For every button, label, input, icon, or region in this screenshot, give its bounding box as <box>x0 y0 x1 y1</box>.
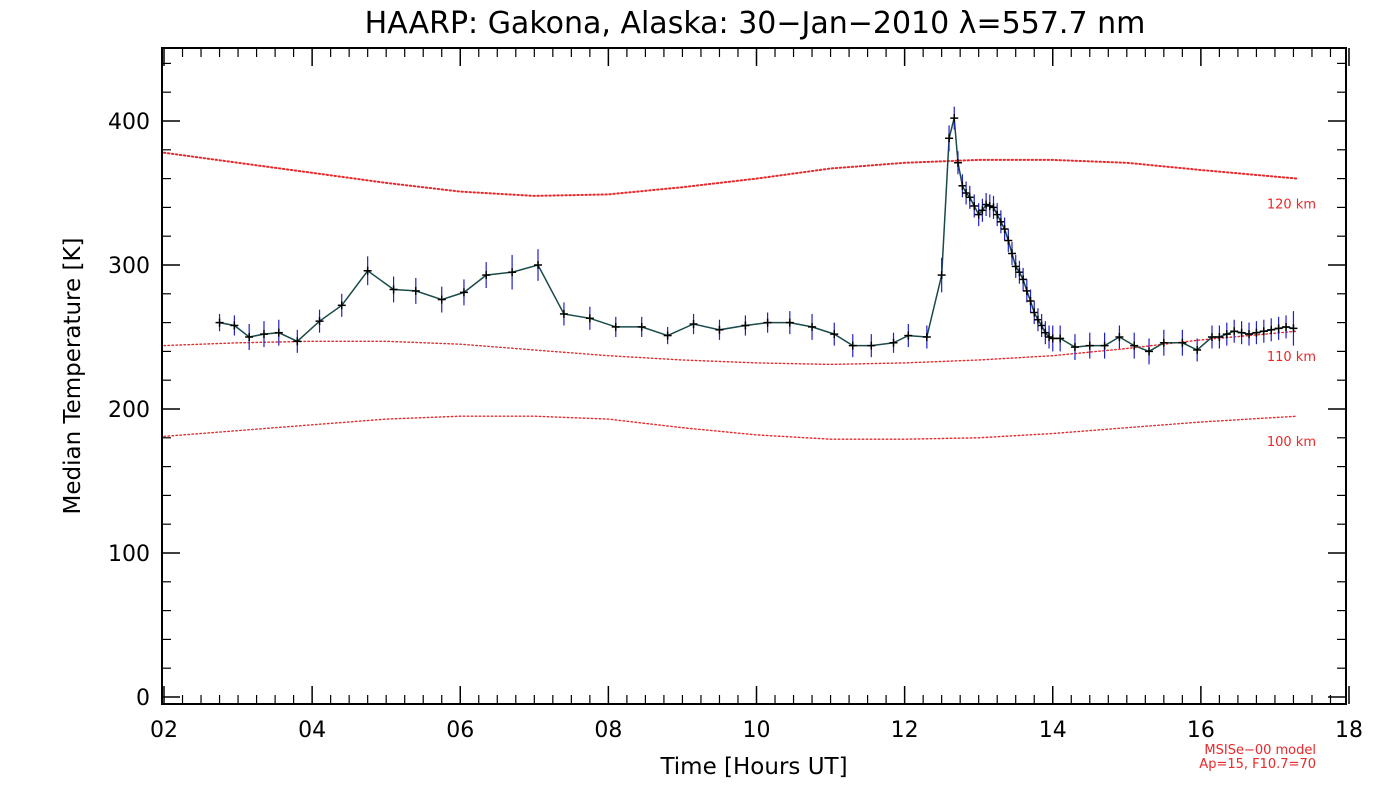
plot-frame <box>161 47 1347 705</box>
measured-line <box>219 117 1294 353</box>
model-curve-110-km <box>163 330 1298 366</box>
model-curve-label: 110 km <box>1267 350 1316 365</box>
msis-model-curves: 120 km 110 km 100 km <box>163 151 1316 450</box>
x-tick-label: 10 <box>743 718 771 743</box>
y-tick-label: 100 <box>108 542 150 567</box>
x-tick-label: 14 <box>1039 718 1067 743</box>
x-tick-label: 18 <box>1335 718 1363 743</box>
x-tick-label: 04 <box>298 718 326 743</box>
plot-axes: 02 04 06 08 10 12 14 16 18 0 100 200 300 400 <box>108 47 1363 743</box>
model-curve-label: 120 km <box>1267 198 1316 213</box>
y-axis-label: Median Temperature [K] <box>60 238 86 515</box>
y-tick-label: 400 <box>108 110 150 135</box>
model-curve-120-km <box>163 151 1299 197</box>
chart-title: HAARP: Gakona, Alaska: 30−Jan−2010 λ=557… <box>365 6 1146 41</box>
y-tick-label: 300 <box>108 254 150 279</box>
y-tick-label: 0 <box>136 686 150 711</box>
model-note-line-1: MSISe−00 model <box>1204 743 1316 758</box>
model-curve-label: 100 km <box>1267 435 1316 450</box>
x-tick-label: 08 <box>594 718 622 743</box>
model-note-line-2: Ap=15, F10.7=70 <box>1199 757 1316 772</box>
x-tick-label: 12 <box>891 718 919 743</box>
x-tick-label: 16 <box>1187 718 1215 743</box>
model-curve-100-km <box>163 415 1298 440</box>
measured-series <box>215 106 1298 365</box>
y-tick-label: 200 <box>108 398 150 423</box>
x-axis-label: Time [Hours UT] <box>659 754 847 780</box>
x-tick-label: 06 <box>446 718 474 743</box>
x-tick-label: 02 <box>150 718 178 743</box>
